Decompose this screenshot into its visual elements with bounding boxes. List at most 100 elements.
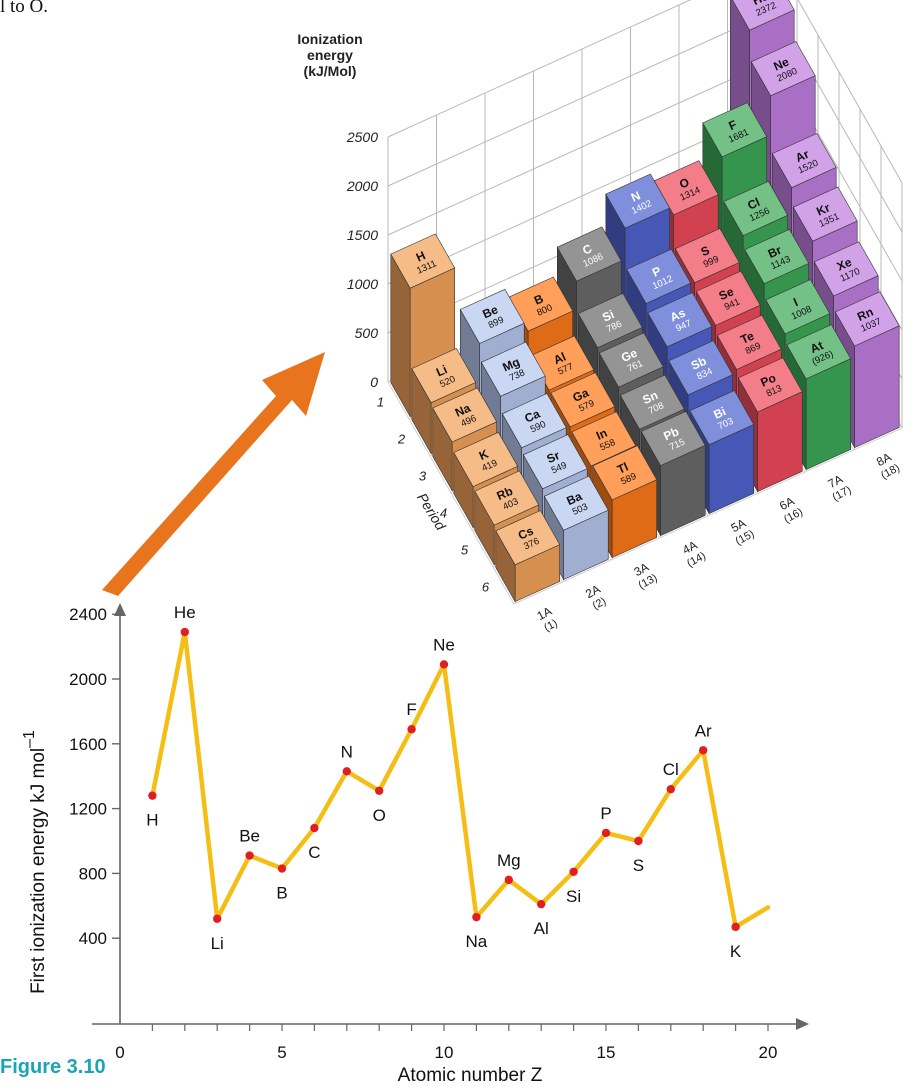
bar-top-face [411, 348, 477, 404]
data-point-na [472, 912, 481, 922]
data-point-ne [439, 660, 449, 669]
bar-top-face [723, 180, 789, 236]
y-tick-label: 1600 [69, 735, 107, 754]
bar-top-face [716, 314, 782, 370]
data-point-label: Ar [695, 721, 712, 740]
bar-top-face [556, 226, 622, 282]
bar-symbol-label: Sb [689, 354, 709, 373]
data-point-label: Ne [433, 635, 455, 654]
bar-top-face [571, 411, 637, 467]
orange-arrow-shape [102, 352, 325, 596]
data-point-o [375, 786, 384, 795]
data-point-be [245, 851, 254, 860]
group-tick-label: 4A [680, 538, 700, 557]
bar-top-face [543, 475, 609, 531]
data-point-label: C [308, 843, 320, 862]
data-point-c [310, 823, 319, 833]
bar-symbol-label: Rb [495, 484, 515, 503]
orange-arrow [102, 352, 325, 596]
bar-top-face [577, 292, 643, 348]
group-tick-label: 6A [777, 494, 797, 513]
y-tick-label: 2000 [69, 670, 107, 689]
bar-top-face [550, 372, 616, 428]
data-point-label: Si [566, 887, 581, 906]
bar-symbol-label: Ba [564, 489, 584, 508]
bar-symbol-label: Te [738, 329, 756, 347]
bar-symbol-label: Cl [745, 195, 762, 213]
chart-3d-axis-labels: Ionization energy (kJ/Mol) 0 500 1000 1500 2… [297, 31, 902, 634]
bar-symbol-label: Li [434, 362, 449, 379]
bar-top-face [792, 186, 858, 242]
z-tick-label: 0 [370, 374, 378, 390]
bar-symbol-label: Se [717, 284, 736, 303]
bar-top-face [390, 233, 456, 289]
bar-top-face [592, 445, 658, 501]
group-tick-label: 3A [632, 560, 652, 579]
bar-symbol-label: I [791, 295, 800, 309]
bar-symbol-label: Ga [571, 385, 592, 404]
bar-top-face [598, 332, 664, 388]
period-tick-label: 4 [440, 506, 447, 521]
data-point-label: F [406, 700, 416, 719]
bar-top-face [737, 357, 803, 413]
data-point-al [537, 899, 546, 909]
bar-symbol-label: Al [551, 350, 568, 368]
data-point-label: Al [534, 919, 549, 938]
z-tick-label: 1500 [347, 227, 378, 243]
bar-front-face [854, 325, 900, 449]
data-point-p [601, 828, 611, 838]
bar-top-face [453, 431, 519, 487]
data-point-label: Mg [497, 851, 521, 870]
bar-top-face [786, 324, 852, 380]
bar-top-face [605, 173, 671, 229]
data-point-he [180, 627, 189, 637]
bar-top-face [813, 241, 879, 297]
y-axis-label: First ionization energy kJ mol–1 [21, 730, 49, 994]
line-chart-series [150, 629, 771, 930]
data-point-k [731, 922, 740, 932]
bar-top-face [702, 102, 768, 158]
data-point-label: He [174, 603, 196, 622]
x-axis-label: Atomic number Z [398, 1065, 543, 1086]
bar-symbol-label: Bi [711, 404, 728, 422]
data-point-li [213, 914, 222, 923]
bar-top-face [501, 393, 567, 449]
bar-top-face [619, 374, 685, 430]
data-point-f [407, 725, 416, 734]
bar-symbol-label: Xe [835, 255, 854, 274]
period-tick-label: 6 [482, 580, 490, 595]
data-point-label: Cl [663, 760, 679, 779]
data-point-n [342, 767, 351, 776]
y-axis-arrowhead [114, 603, 126, 616]
bar-top-face [771, 133, 837, 189]
data-point-ar [699, 746, 708, 755]
y-tick-label: 800 [79, 864, 107, 883]
bar-top-face [834, 291, 900, 347]
data-point-label: P [600, 804, 611, 823]
bar-symbol-label: Ar [793, 147, 811, 165]
bar-symbol-label: Rn [855, 305, 875, 324]
bar-top-face [640, 410, 706, 466]
y-axis-label-group: First ionization energy kJ mol–1 [21, 730, 49, 994]
data-point-label: Li [211, 934, 224, 953]
bar-top-face [695, 270, 761, 326]
bar-symbol-label: Po [758, 371, 778, 390]
group-tick-label: 5A [729, 516, 749, 535]
bar-top-face [459, 288, 525, 344]
bar-top-face [495, 510, 561, 566]
line-chart-ticks: 400 800 1200 1600 2000 2400 0 5 10 15 20 [69, 605, 777, 1062]
data-point-label: B [276, 884, 287, 903]
z-tick-label: 500 [355, 325, 379, 341]
period-tick-label: 2 [397, 432, 406, 447]
data-point-b [277, 864, 287, 873]
z-axis-title-line-1: Ionization [297, 31, 362, 47]
data-point-label: O [373, 806, 386, 825]
ionization-line-chart: 400 800 1200 1600 2000 2400 0 5 10 15 20 H He Li Be B C… [21, 603, 809, 1086]
bar-top-face [744, 228, 810, 284]
chart-3d-bars: He2372H1311Ne2080F1681O1314N1402C1086B80… [390, 0, 900, 603]
bar-symbol-label: Sn [640, 388, 660, 407]
data-point-label: Na [466, 932, 488, 951]
data-point-s [634, 836, 643, 846]
